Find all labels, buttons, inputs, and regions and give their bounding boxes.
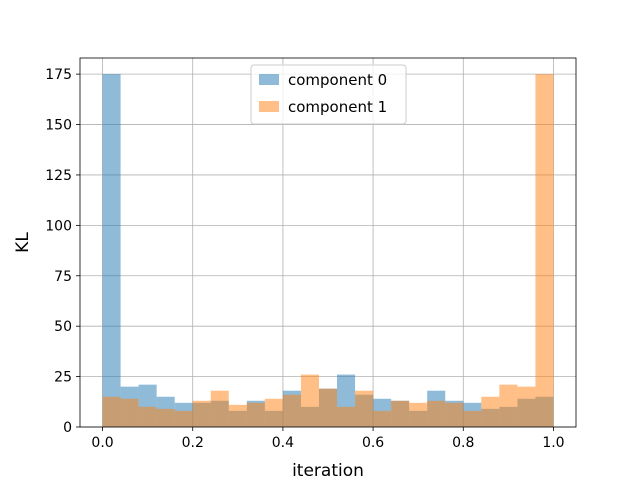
bar-component-1 <box>355 390 374 427</box>
bar-component-1 <box>300 374 319 427</box>
bar-component-1 <box>246 402 265 427</box>
axis-ticks: 0.0 0.2 0.4 0.6 0.8 1.0 0 25 50 75 100 125 150 175 <box>45 67 564 451</box>
y-axis-label: KL <box>13 232 33 253</box>
bar-component-1 <box>445 402 464 427</box>
bar-component-1 <box>282 394 301 427</box>
legend-label: component 0 <box>288 71 387 89</box>
legend: component 0 component 1 <box>250 64 407 125</box>
bar-component-1 <box>318 388 338 427</box>
y-tick-label: 0 <box>63 420 72 436</box>
bar-component-1 <box>174 410 193 427</box>
legend-label: component 1 <box>288 98 387 116</box>
bars <box>102 74 554 427</box>
x-tick-label: 0.0 <box>91 435 113 451</box>
bar-component-1 <box>138 406 157 427</box>
legend-box <box>250 64 407 125</box>
bar-component-1 <box>120 398 139 427</box>
bar-component-1 <box>210 390 229 427</box>
bar-component-1 <box>264 398 283 427</box>
x-tick-label: 0.2 <box>182 435 204 451</box>
y-tick-label: 150 <box>45 118 72 134</box>
bar-component-1 <box>517 386 536 427</box>
y-tick-label: 100 <box>45 218 72 234</box>
y-tick-label: 25 <box>54 370 72 386</box>
bar-component-1 <box>192 400 211 427</box>
legend-swatch <box>259 101 279 112</box>
x-axis-label: iteration <box>292 461 364 480</box>
bar-component-1 <box>481 396 500 427</box>
bar-component-1 <box>228 404 247 427</box>
bar-component-1 <box>102 396 121 427</box>
bar-component-1 <box>535 74 554 427</box>
legend-swatch <box>259 74 279 85</box>
bar-component-1 <box>373 410 392 427</box>
x-tick-label: 0.6 <box>362 435 384 451</box>
plot-frame <box>79 57 577 428</box>
y-tick-label: 125 <box>45 168 72 184</box>
x-tick-label: 0.8 <box>452 435 474 451</box>
bar-component-1 <box>156 408 175 427</box>
y-tick-label: 50 <box>54 319 72 335</box>
bar-component-1 <box>409 402 428 427</box>
bar-component-1 <box>463 410 482 427</box>
bar-component-1 <box>499 384 518 427</box>
x-tick-label: 0.4 <box>272 435 294 451</box>
y-tick-label: 175 <box>45 67 72 83</box>
y-tick-label: 75 <box>54 269 72 285</box>
bar-component-1 <box>427 400 446 427</box>
bar-component-1 <box>337 406 356 427</box>
x-tick-label: 1.0 <box>542 435 564 451</box>
bar-component-1 <box>391 400 410 427</box>
bar-component-0 <box>102 74 121 427</box>
